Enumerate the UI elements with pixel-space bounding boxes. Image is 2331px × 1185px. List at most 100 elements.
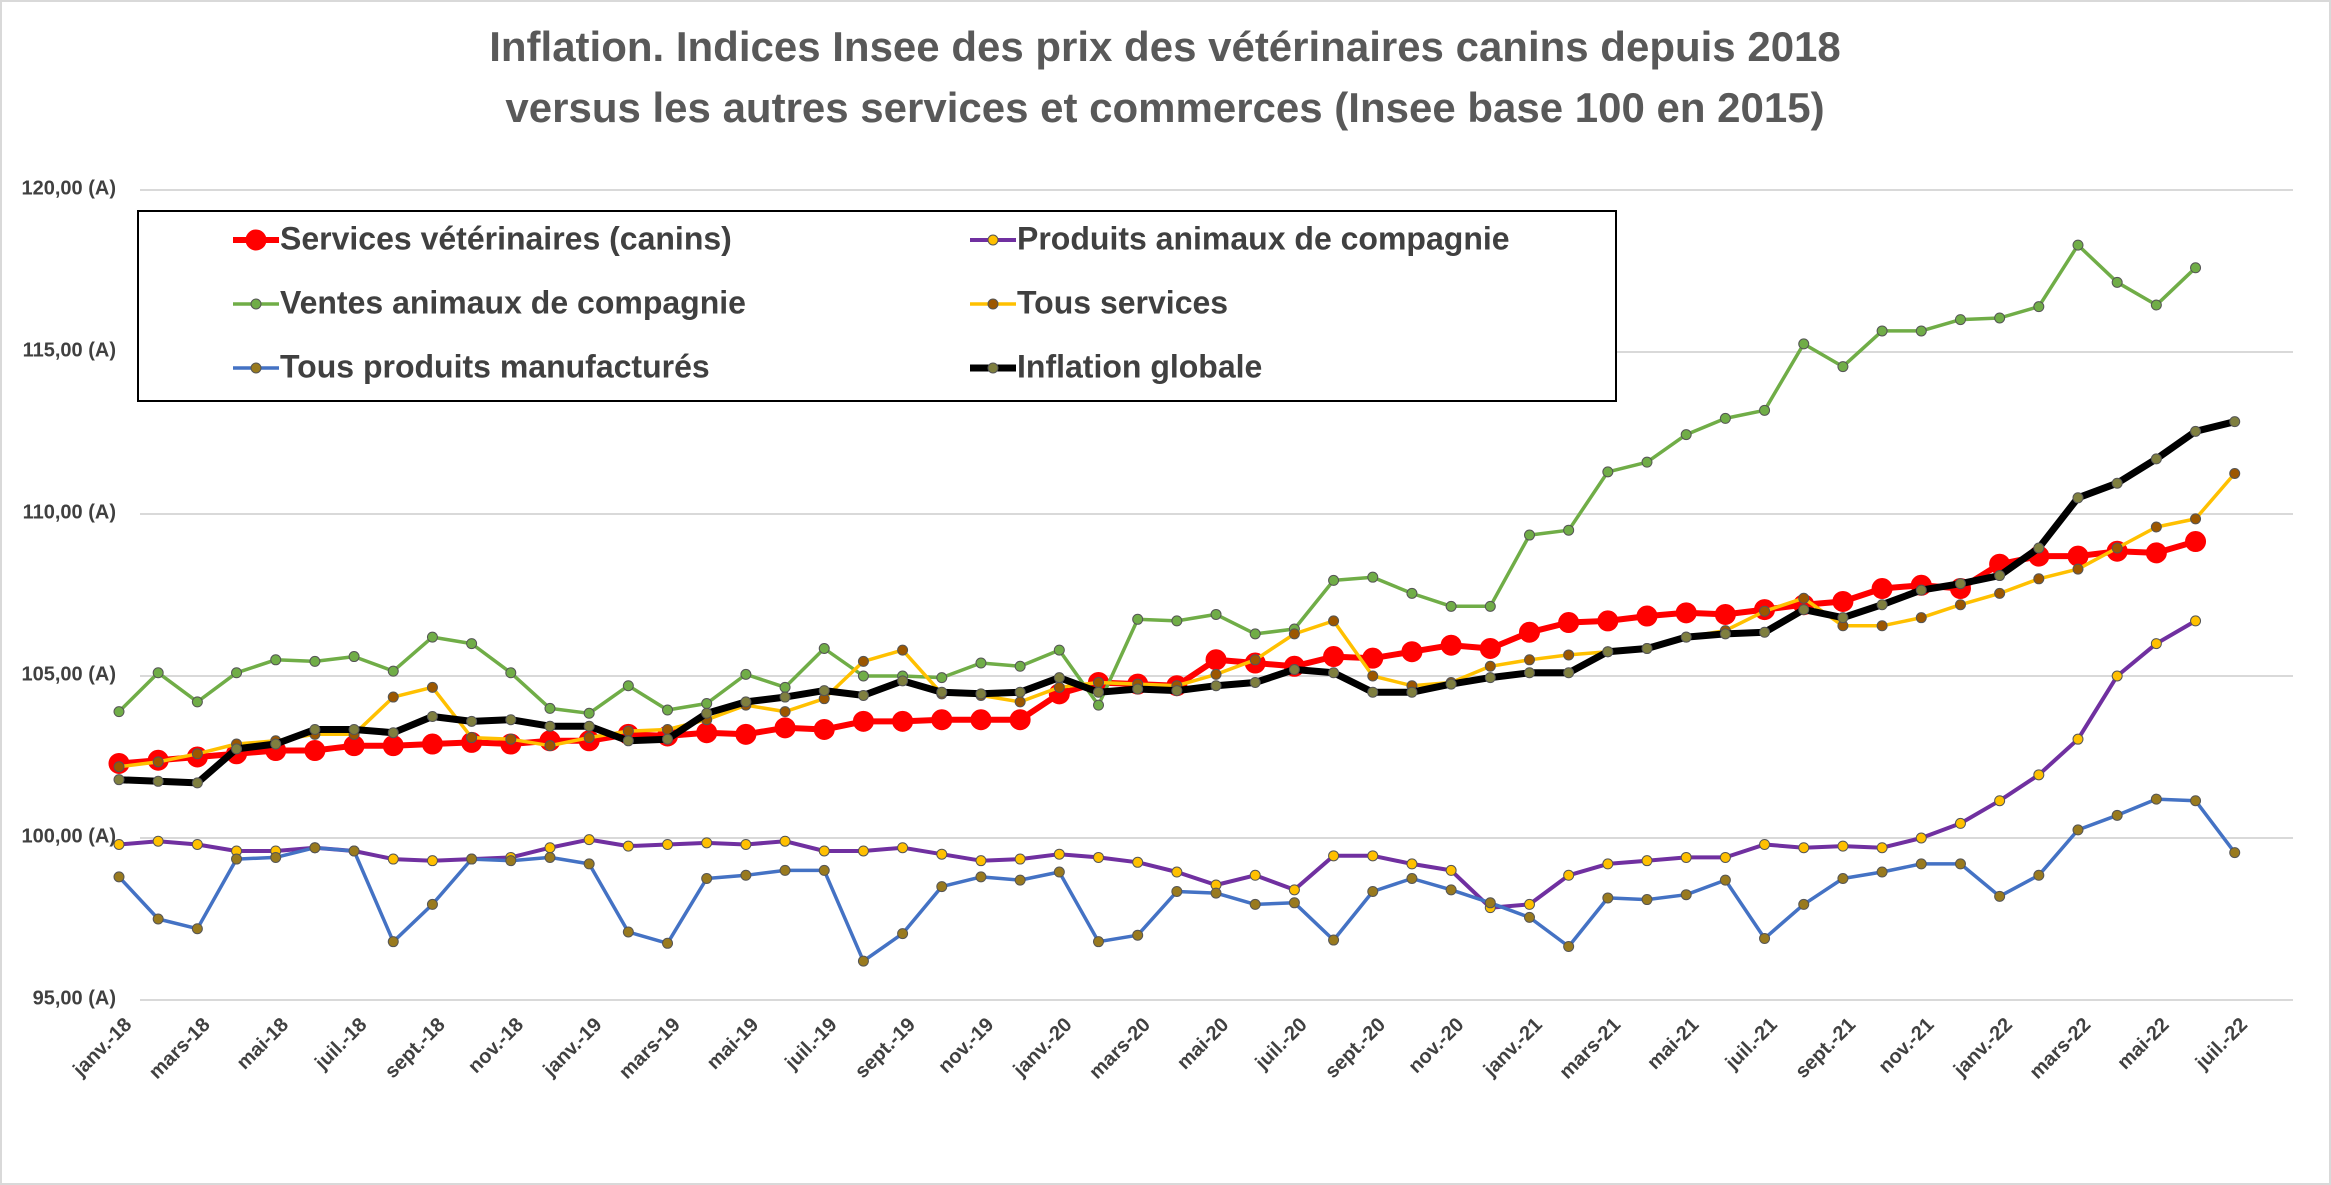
data-point bbox=[348, 651, 360, 663]
data-point bbox=[1759, 838, 1771, 850]
data-point bbox=[1484, 672, 1496, 684]
data-point bbox=[1484, 660, 1496, 672]
data-point bbox=[2190, 795, 2202, 807]
data-point bbox=[1328, 574, 1340, 586]
data-point bbox=[113, 774, 125, 786]
data-point bbox=[2111, 809, 2123, 821]
data-point bbox=[2229, 847, 2241, 859]
data-point bbox=[779, 864, 791, 876]
data-point bbox=[1680, 631, 1692, 643]
legend-marker bbox=[987, 234, 999, 246]
data-point bbox=[2072, 239, 2084, 251]
data-point bbox=[2067, 545, 2089, 567]
data-point bbox=[1205, 649, 1227, 671]
series-line bbox=[117, 243, 2197, 716]
data-point bbox=[1484, 897, 1496, 909]
data-point bbox=[1288, 664, 1300, 676]
data-point bbox=[1367, 850, 1379, 862]
data-point bbox=[1523, 898, 1535, 910]
data-point bbox=[1558, 612, 1580, 634]
data-point bbox=[2229, 416, 2241, 428]
legend-label: Inflation globale bbox=[1017, 348, 1262, 384]
data-point bbox=[1249, 869, 1261, 881]
data-point bbox=[701, 707, 713, 719]
legend-label: Services vétérinaires (canins) bbox=[280, 220, 732, 256]
data-point bbox=[1876, 842, 1888, 854]
data-point bbox=[2111, 477, 2123, 489]
data-point bbox=[1719, 874, 1731, 886]
data-point bbox=[1249, 676, 1261, 688]
data-point bbox=[1563, 667, 1575, 679]
data-point bbox=[1406, 587, 1418, 599]
data-point bbox=[1759, 626, 1771, 638]
data-point bbox=[1954, 578, 1966, 590]
data-point bbox=[740, 668, 752, 680]
data-point bbox=[1210, 887, 1222, 899]
data-point bbox=[387, 853, 399, 865]
data-point bbox=[1093, 851, 1104, 863]
data-point bbox=[152, 835, 164, 847]
data-point bbox=[231, 667, 243, 679]
data-point bbox=[1445, 678, 1457, 690]
data-point bbox=[1328, 850, 1340, 862]
data-point bbox=[1132, 683, 1144, 695]
data-point bbox=[1759, 404, 1771, 416]
data-point bbox=[2145, 542, 2167, 564]
data-point bbox=[2150, 453, 2162, 465]
data-point bbox=[466, 732, 478, 744]
data-point bbox=[1719, 851, 1731, 863]
data-point bbox=[740, 838, 752, 850]
data-point bbox=[152, 667, 164, 679]
data-point bbox=[662, 937, 674, 949]
data-point bbox=[975, 871, 987, 883]
y-tick-label: 95,00 (A) bbox=[33, 987, 116, 1009]
data-point bbox=[1954, 314, 1966, 326]
data-point bbox=[426, 855, 438, 867]
data-point bbox=[387, 936, 399, 948]
data-point bbox=[309, 842, 321, 854]
data-point bbox=[1093, 676, 1104, 688]
data-point bbox=[740, 696, 752, 708]
data-point bbox=[779, 681, 791, 693]
data-point bbox=[2150, 638, 2162, 650]
data-point bbox=[936, 848, 948, 860]
data-point bbox=[2033, 301, 2045, 313]
data-point bbox=[1406, 858, 1418, 870]
data-point bbox=[936, 672, 948, 684]
data-point bbox=[1798, 604, 1810, 616]
data-point bbox=[1994, 312, 2006, 324]
data-point bbox=[2229, 468, 2241, 479]
legend-label: Produits animaux de compagnie bbox=[1017, 220, 1510, 256]
data-point bbox=[1954, 817, 1966, 829]
data-point bbox=[387, 727, 399, 739]
data-point bbox=[740, 869, 752, 881]
data-point bbox=[1876, 599, 1888, 611]
data-point bbox=[1367, 670, 1379, 682]
data-point bbox=[152, 756, 164, 768]
data-point bbox=[1837, 840, 1849, 852]
data-point bbox=[857, 655, 869, 667]
data-point bbox=[2185, 531, 2207, 553]
data-point bbox=[813, 718, 835, 740]
data-point bbox=[1406, 873, 1418, 884]
data-point bbox=[1053, 681, 1065, 693]
data-point bbox=[1915, 584, 1927, 596]
data-point bbox=[505, 667, 517, 679]
data-point bbox=[1719, 412, 1731, 424]
data-point bbox=[735, 723, 757, 745]
data-point bbox=[348, 845, 360, 857]
data-point bbox=[152, 913, 164, 925]
data-point bbox=[191, 777, 203, 789]
data-point bbox=[426, 631, 438, 643]
data-point bbox=[191, 923, 203, 935]
data-point bbox=[662, 838, 674, 850]
data-point bbox=[1636, 605, 1658, 627]
data-point bbox=[1798, 842, 1810, 854]
data-point bbox=[113, 706, 125, 718]
data-point bbox=[231, 743, 243, 755]
legend-marker bbox=[987, 362, 999, 374]
data-point bbox=[1837, 361, 1849, 373]
data-point bbox=[1210, 668, 1222, 680]
